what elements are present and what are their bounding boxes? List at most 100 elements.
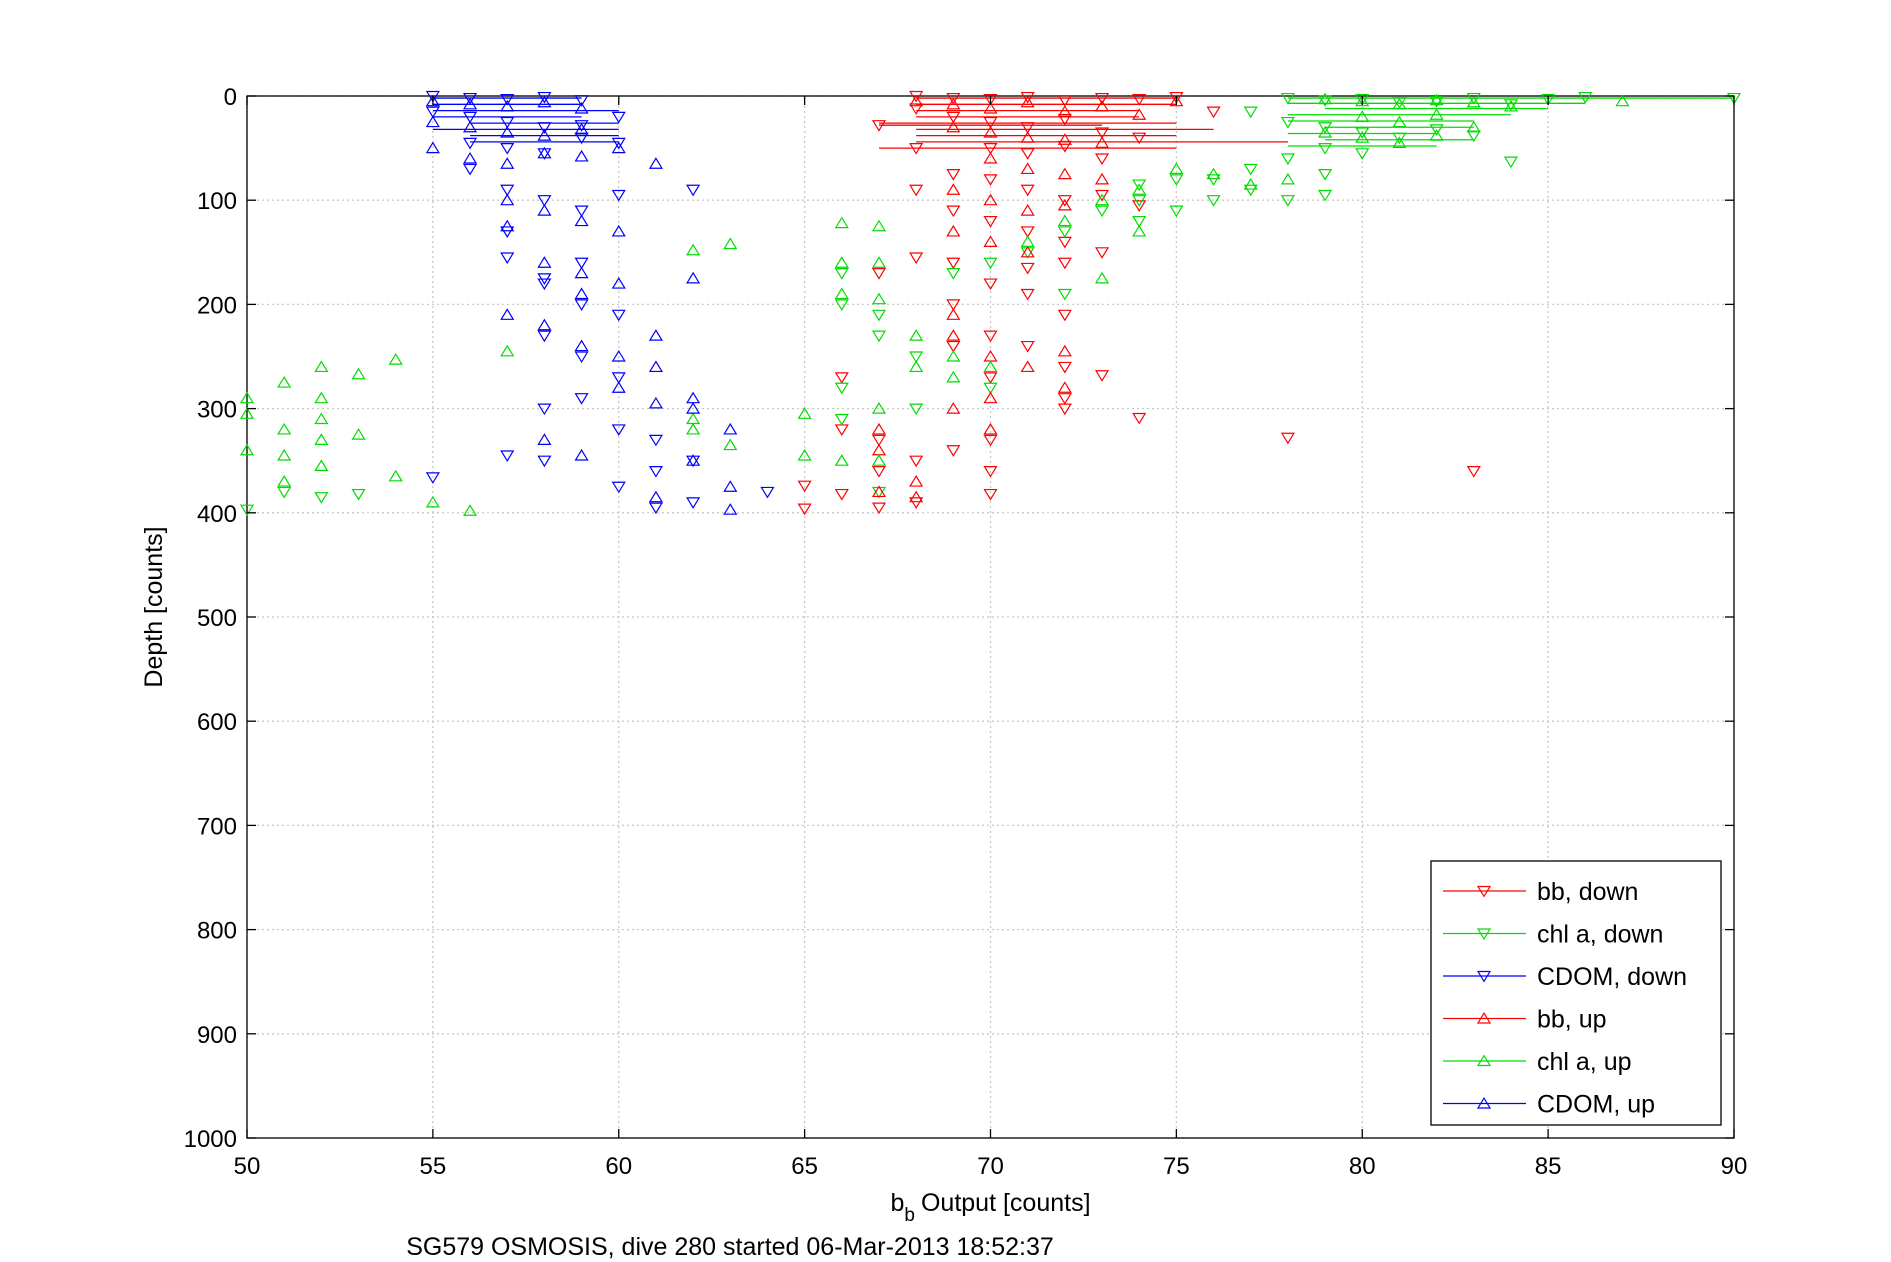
data-point	[1094, 136, 1110, 148]
data-point	[1280, 195, 1295, 207]
data-point	[983, 391, 998, 404]
data-point	[1503, 156, 1519, 169]
data-point	[462, 163, 478, 176]
data-point	[611, 141, 626, 154]
data-point	[574, 101, 589, 114]
data-point	[1206, 106, 1221, 119]
data-point	[1578, 91, 1593, 104]
data-point	[946, 205, 961, 218]
data-point	[871, 485, 887, 498]
data-point	[537, 146, 552, 159]
data-point	[611, 481, 626, 494]
data-point	[425, 115, 440, 128]
data-point	[500, 252, 515, 265]
data-point	[425, 94, 440, 107]
data-point	[500, 184, 515, 197]
data-point	[500, 143, 515, 155]
data-point	[946, 120, 961, 133]
data-point	[500, 450, 515, 463]
data-point	[462, 97, 478, 110]
data-point	[834, 413, 849, 426]
data-point	[983, 422, 998, 435]
data-point	[611, 424, 626, 436]
data-point	[314, 492, 329, 504]
data-point	[1169, 162, 1184, 175]
data-point	[686, 422, 701, 435]
data-point	[686, 454, 701, 466]
data-point	[1020, 262, 1035, 275]
data-point	[946, 445, 961, 457]
data-point	[1318, 169, 1333, 181]
data-point	[574, 448, 589, 461]
data-point	[946, 183, 961, 195]
y-tick-label: 300	[197, 397, 237, 424]
data-point	[1466, 120, 1481, 133]
data-point	[537, 403, 552, 416]
data-point	[537, 91, 552, 104]
x-axis-label-text: Output [counts]	[921, 1189, 1091, 1217]
data-point	[723, 438, 738, 451]
data-point	[574, 95, 589, 107]
data-point	[834, 372, 849, 384]
data-point	[983, 235, 998, 247]
data-point	[1318, 95, 1333, 107]
data-point	[277, 375, 292, 388]
data-point	[909, 455, 924, 468]
legend-entry: bb, down	[1443, 878, 1638, 906]
data-point	[834, 382, 849, 395]
data-point	[983, 466, 998, 478]
data-point	[723, 503, 738, 515]
data-point	[983, 116, 998, 129]
data-point	[1429, 96, 1444, 108]
data-point	[1318, 143, 1333, 155]
data-point	[909, 490, 924, 503]
data-point	[1392, 97, 1407, 109]
data-point	[983, 382, 998, 395]
data-point	[388, 353, 403, 365]
data-point	[1243, 163, 1258, 176]
data-point	[1057, 140, 1072, 153]
data-point	[500, 219, 515, 232]
data-point	[983, 125, 998, 138]
data-point	[574, 120, 589, 132]
data-point	[537, 122, 552, 134]
axis-ticks: 50 55 60 65 70 75 80 85 900100200300400500600700…	[184, 84, 1748, 1180]
legend-marker-swatch	[1476, 1054, 1492, 1067]
data-point	[1206, 167, 1221, 180]
series-0	[797, 90, 1481, 516]
data-point	[500, 308, 515, 320]
data-point	[1466, 92, 1481, 105]
legend-label: bb, down	[1537, 878, 1638, 906]
data-point	[537, 195, 552, 207]
data-point	[1132, 200, 1147, 212]
data-point	[834, 287, 849, 300]
data-point	[1132, 412, 1147, 425]
data-point	[1057, 167, 1072, 180]
data-point	[648, 466, 663, 478]
data-point	[1503, 99, 1519, 112]
data-point	[1020, 204, 1035, 216]
y-tick-label: 400	[197, 501, 237, 528]
legend: bb, down chl a, down CDOM, down bb, up chl a…	[1430, 860, 1722, 1126]
data-point	[537, 278, 552, 291]
data-point	[946, 169, 961, 181]
data-point	[611, 189, 626, 202]
data-point	[1020, 340, 1035, 353]
data-point	[462, 151, 478, 164]
data-point	[686, 391, 701, 404]
data-point	[834, 268, 849, 280]
data-point	[500, 94, 515, 106]
data-point	[574, 122, 589, 135]
y-tick-label: 900	[197, 1022, 237, 1049]
data-point	[574, 266, 589, 279]
data-point	[1057, 214, 1072, 227]
data-point	[983, 101, 998, 114]
data-point	[1020, 360, 1035, 373]
data-point	[462, 137, 478, 150]
data-point	[797, 448, 812, 461]
x-tick-label: 65	[791, 1153, 818, 1180]
data-point	[983, 257, 998, 270]
data-point	[648, 396, 663, 409]
data-point	[1057, 344, 1072, 357]
data-point	[909, 103, 924, 116]
